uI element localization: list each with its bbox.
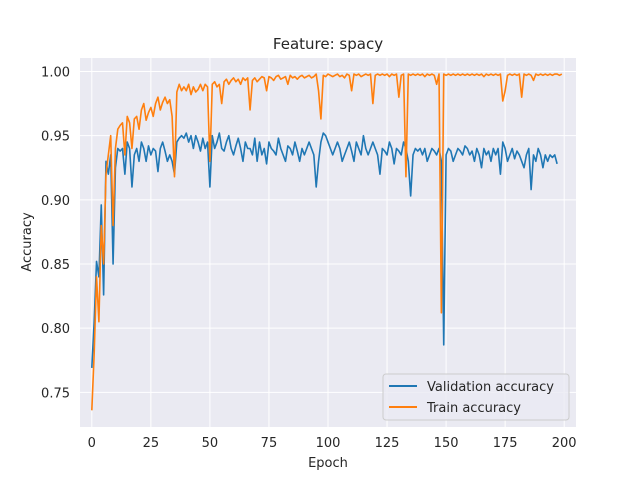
x-tick-label: 75: [261, 436, 278, 451]
x-tick-label: 125: [375, 436, 400, 451]
legend-label-validation: Validation accuracy: [427, 380, 554, 395]
y-tick-label: 0.75: [41, 386, 70, 401]
legend: Validation accuracy Train accuracy: [382, 373, 570, 421]
legend-label-train: Train accuracy: [426, 401, 521, 416]
grid-lines: [80, 58, 576, 427]
x-tick-label: 25: [143, 436, 160, 451]
y-tick-labels: 0.75 0.80 0.85 0.90 0.95 1.00: [41, 65, 70, 401]
x-tick-labels: 0 25 50 75 100 125 150 175 200: [88, 436, 577, 451]
x-tick-label: 100: [316, 436, 341, 451]
x-axis-label: Epoch: [308, 456, 348, 471]
x-tick-label: 0: [88, 436, 96, 451]
y-tick-label: 0.85: [41, 258, 70, 273]
y-tick-label: 0.80: [41, 322, 70, 337]
y-tick-label: 1.00: [41, 65, 70, 80]
y-tick-label: 0.90: [41, 194, 70, 209]
chart-title: Feature: spacy: [273, 35, 383, 53]
x-tick-label: 200: [552, 436, 577, 451]
x-tick-label: 150: [434, 436, 459, 451]
series-layer: [91, 73, 563, 411]
x-tick-label: 50: [202, 436, 219, 451]
series-line-validation: [91, 132, 558, 369]
legend-box: [382, 373, 570, 421]
x-tick-label: 175: [493, 436, 518, 451]
y-tick-label: 0.95: [41, 130, 70, 145]
series-line-train: [91, 73, 563, 411]
y-axis-label: Accuracy: [20, 212, 35, 272]
